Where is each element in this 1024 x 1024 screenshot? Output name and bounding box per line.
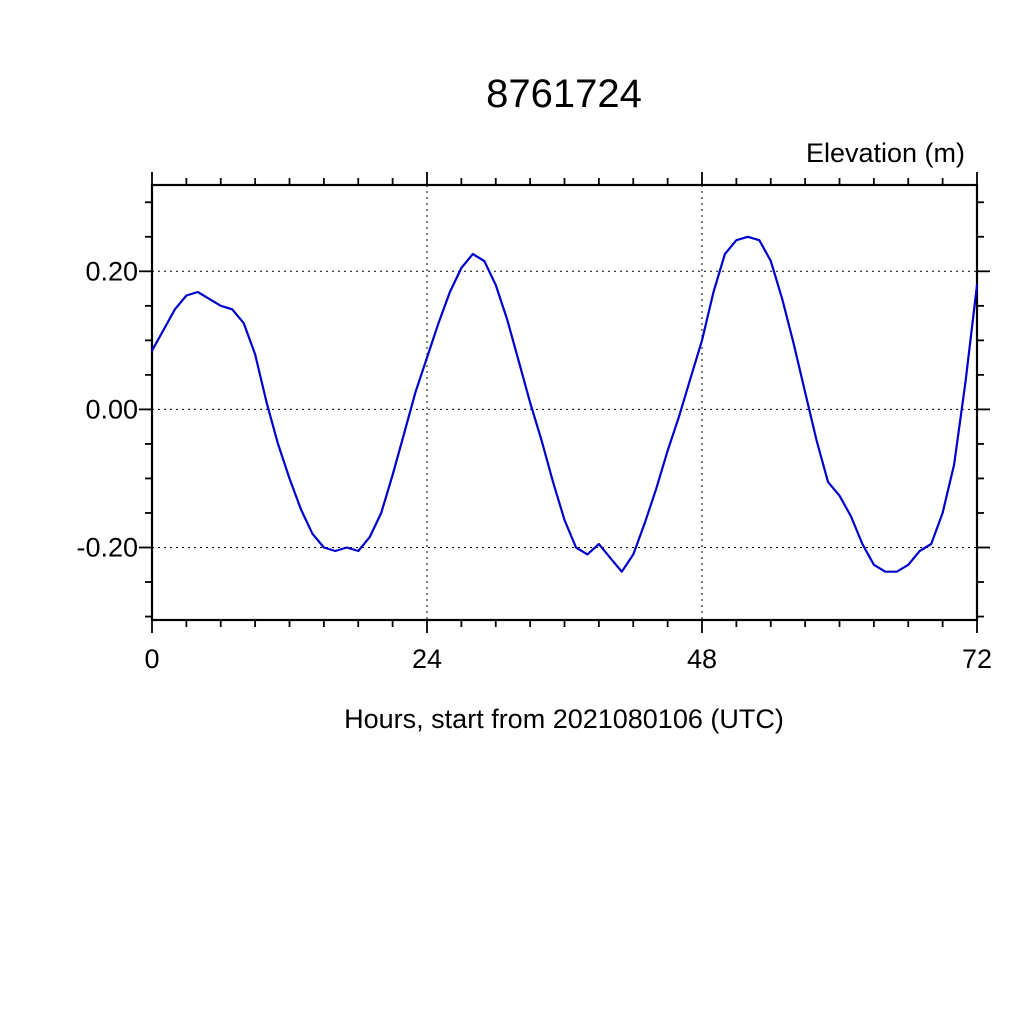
chart-title: 8761724 [486,72,642,116]
x-axis-title: Hours, start from 2021080106 (UTC) [344,704,784,734]
y-tick-label: -0.20 [76,533,138,563]
chart-layers: 0 24 48 72 -0.20 0.00 0.20 [76,172,992,674]
x-tick-label: 24 [412,644,442,674]
y-tick-label: 0.20 [85,256,138,286]
y-tick-label: 0.00 [85,394,138,424]
x-tick-label: 0 [144,644,159,674]
plot-frame [150,183,979,622]
y-axis-title: Elevation (m) [806,138,965,168]
elevation-line [150,235,979,573]
x-tick-label: 72 [962,644,992,674]
x-tick-label: 48 [687,644,717,674]
